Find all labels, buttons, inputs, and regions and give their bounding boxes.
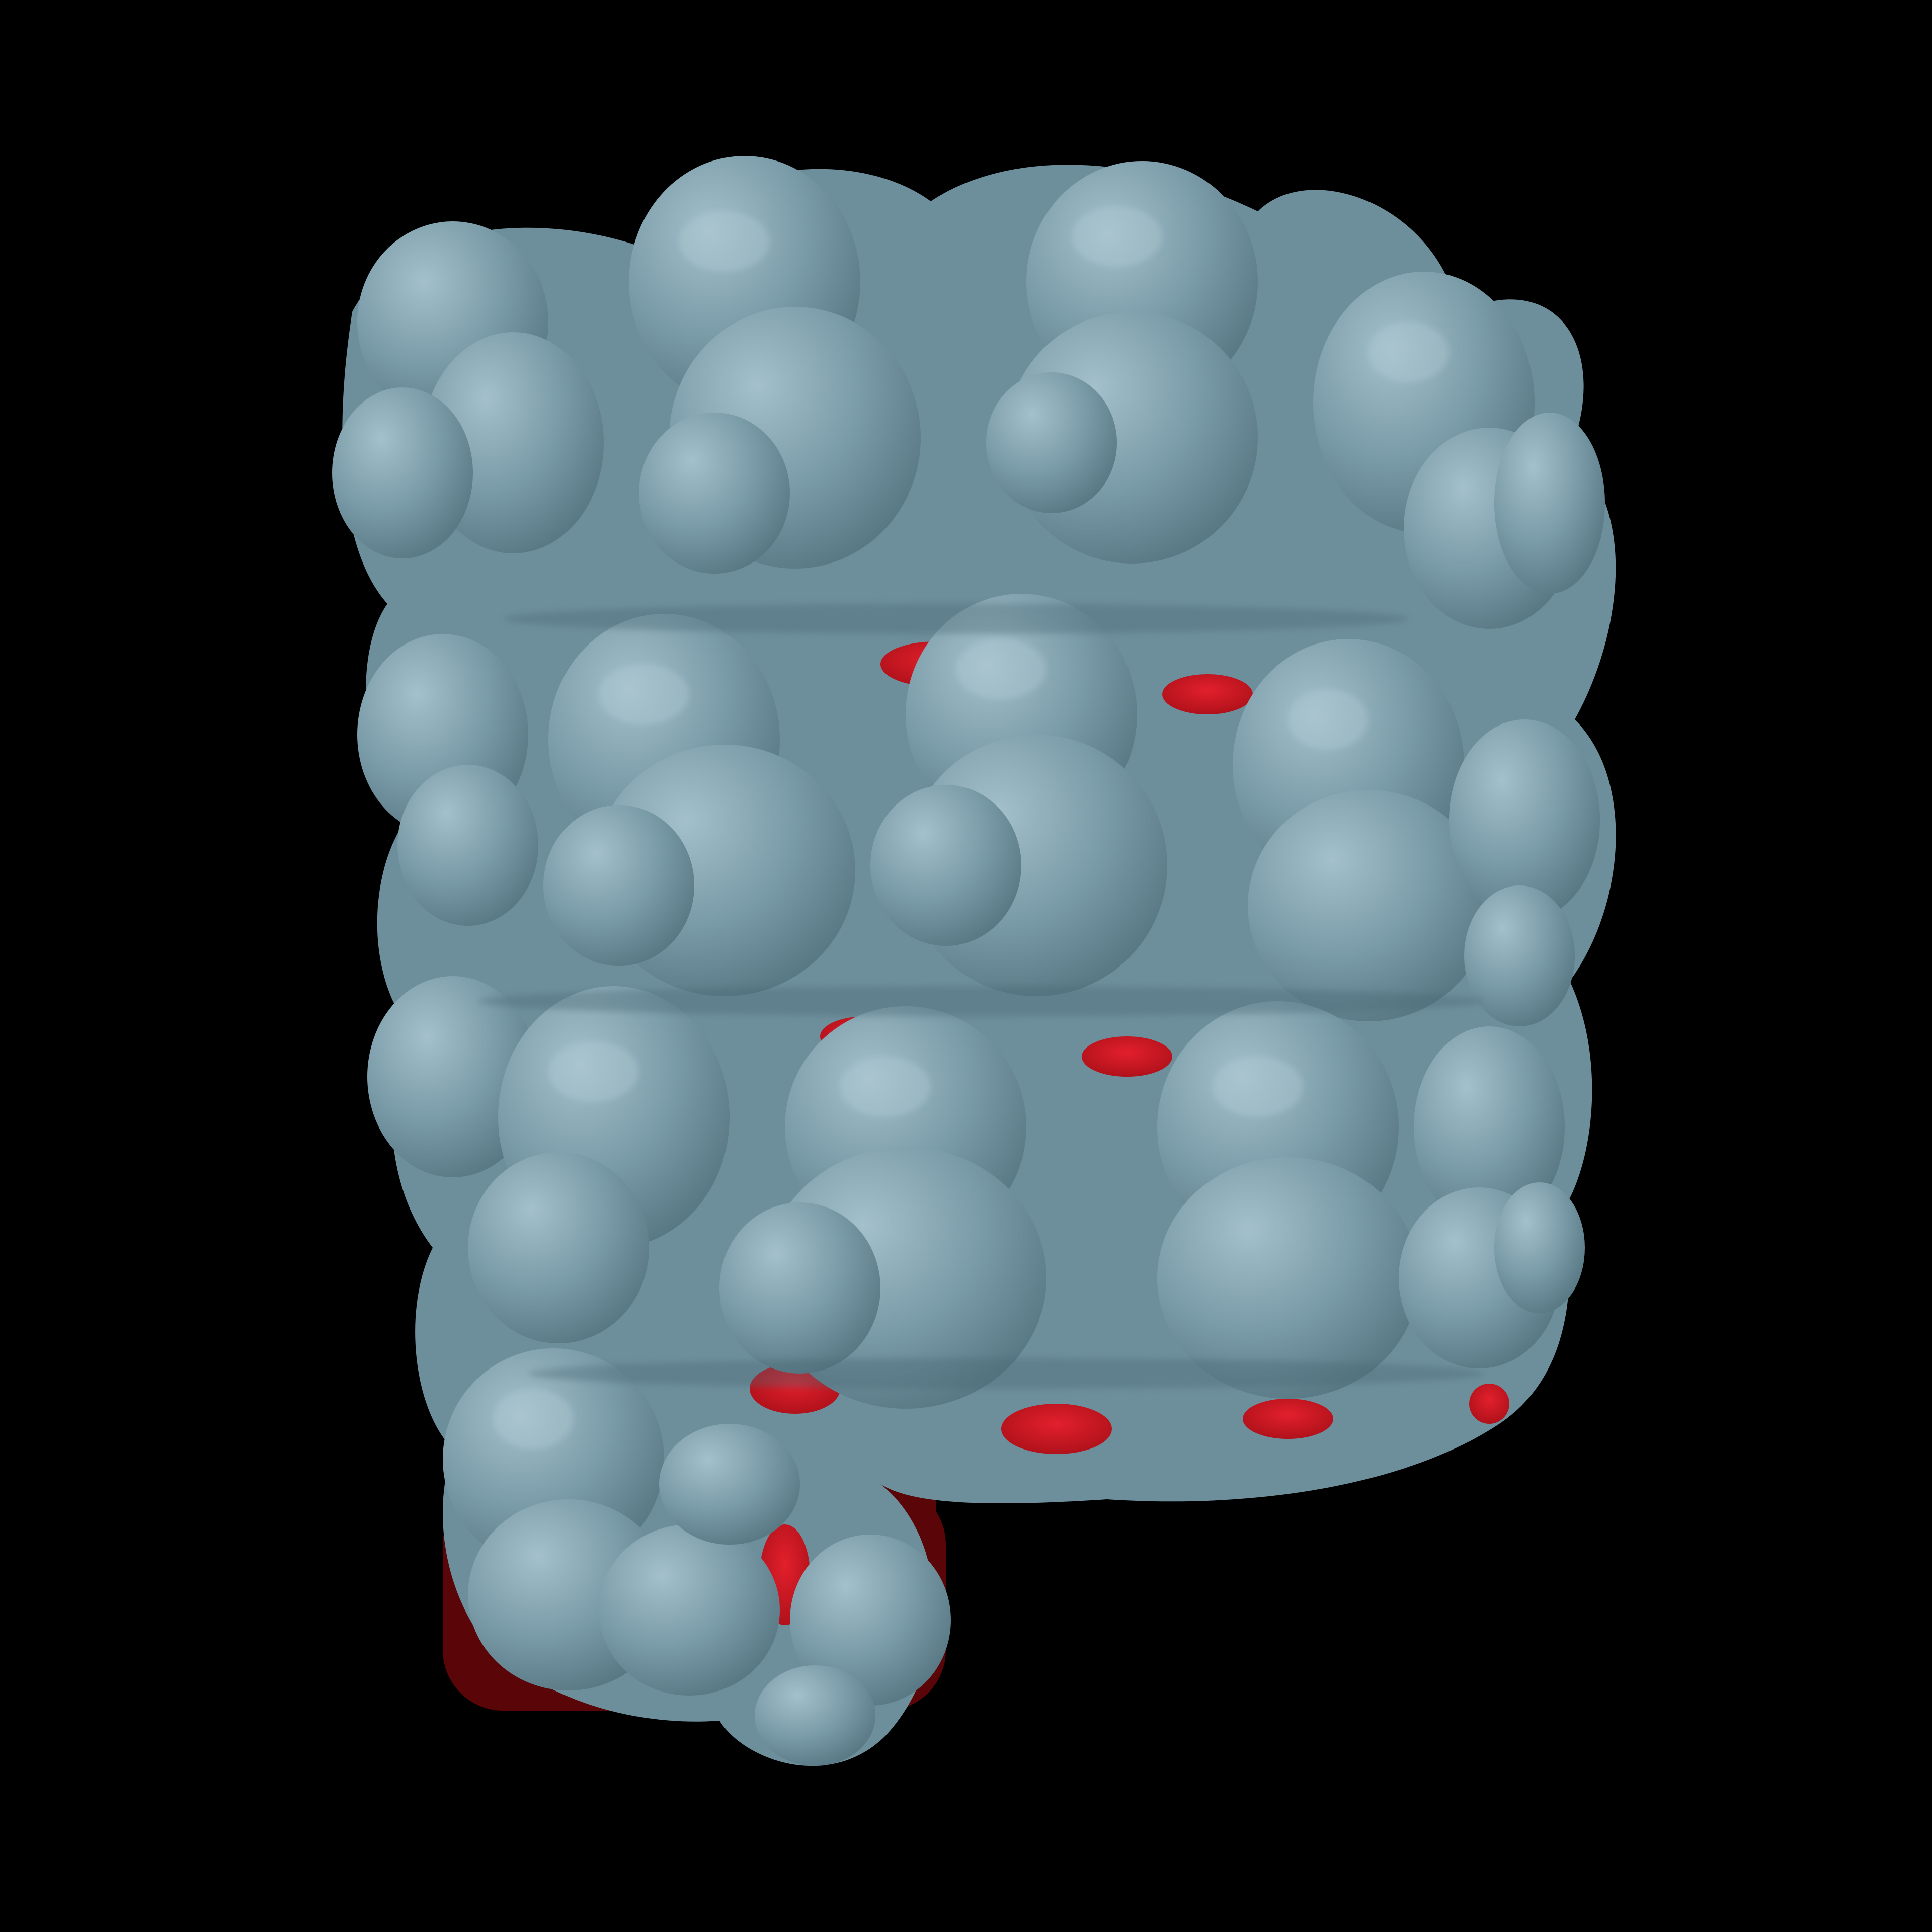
surface-highlights bbox=[493, 206, 1449, 1449]
surface-lobes bbox=[332, 156, 1605, 1766]
groove-shadows bbox=[478, 604, 1484, 1389]
